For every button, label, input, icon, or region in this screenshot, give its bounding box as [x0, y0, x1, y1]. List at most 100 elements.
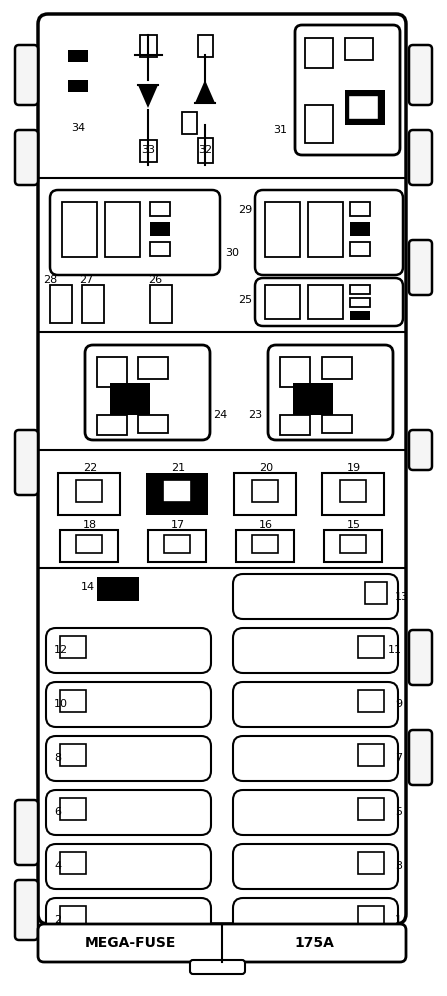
Bar: [97, 357, 127, 387]
Bar: [265, 285, 300, 319]
Bar: [148, 530, 206, 562]
Text: 14: 14: [81, 582, 95, 592]
Bar: [322, 473, 384, 515]
Bar: [150, 202, 170, 216]
FancyBboxPatch shape: [233, 574, 398, 619]
Bar: [182, 112, 197, 134]
Bar: [58, 473, 120, 515]
FancyBboxPatch shape: [409, 130, 432, 185]
Text: 1: 1: [395, 915, 402, 925]
Text: 175A: 175A: [294, 936, 334, 950]
Bar: [62, 202, 97, 257]
FancyBboxPatch shape: [15, 430, 38, 495]
FancyBboxPatch shape: [38, 924, 406, 962]
Bar: [236, 530, 294, 562]
Bar: [348, 95, 378, 119]
Bar: [365, 582, 387, 604]
Bar: [97, 577, 139, 601]
FancyBboxPatch shape: [233, 898, 398, 943]
Bar: [350, 202, 370, 216]
FancyBboxPatch shape: [46, 844, 211, 889]
Bar: [305, 105, 333, 143]
Text: 19: 19: [347, 463, 361, 473]
Text: 3: 3: [395, 861, 402, 871]
Text: 16: 16: [259, 520, 273, 530]
Bar: [60, 690, 86, 712]
Bar: [358, 906, 384, 928]
Bar: [358, 798, 384, 820]
Bar: [350, 311, 370, 320]
FancyBboxPatch shape: [38, 14, 406, 924]
Text: 15: 15: [347, 520, 361, 530]
FancyBboxPatch shape: [409, 430, 432, 470]
FancyBboxPatch shape: [15, 800, 38, 865]
Bar: [305, 38, 333, 68]
FancyBboxPatch shape: [233, 790, 398, 835]
Bar: [60, 906, 86, 928]
Bar: [350, 222, 370, 236]
FancyBboxPatch shape: [46, 682, 211, 727]
Bar: [358, 744, 384, 766]
Text: 25: 25: [238, 295, 252, 305]
Bar: [76, 480, 102, 502]
Bar: [60, 744, 86, 766]
Bar: [60, 636, 86, 658]
FancyBboxPatch shape: [409, 240, 432, 295]
Bar: [358, 852, 384, 874]
Text: 22: 22: [83, 463, 97, 473]
Bar: [138, 415, 168, 433]
Bar: [293, 383, 333, 415]
FancyBboxPatch shape: [46, 790, 211, 835]
Text: 17: 17: [171, 520, 185, 530]
Text: 18: 18: [83, 520, 97, 530]
Bar: [164, 535, 190, 553]
FancyBboxPatch shape: [15, 45, 38, 105]
FancyBboxPatch shape: [233, 736, 398, 781]
Text: 28: 28: [43, 275, 57, 285]
Bar: [252, 535, 278, 553]
FancyBboxPatch shape: [409, 630, 432, 685]
FancyBboxPatch shape: [233, 628, 398, 673]
Text: 8: 8: [54, 753, 61, 763]
Bar: [350, 298, 370, 307]
Text: 9: 9: [395, 699, 402, 709]
Text: 33: 33: [141, 145, 155, 155]
FancyBboxPatch shape: [15, 130, 38, 185]
Bar: [150, 285, 172, 323]
Text: 27: 27: [79, 275, 93, 285]
Bar: [82, 285, 104, 323]
Text: 30: 30: [225, 248, 239, 258]
Text: 5: 5: [395, 807, 402, 817]
Text: 6: 6: [54, 807, 61, 817]
Text: Fuse-Box.info: Fuse-Box.info: [249, 816, 371, 865]
Text: 11: 11: [388, 645, 402, 655]
Text: 13: 13: [395, 592, 409, 602]
Polygon shape: [138, 85, 158, 108]
Bar: [68, 50, 88, 62]
Text: 21: 21: [171, 463, 185, 473]
Bar: [60, 852, 86, 874]
FancyBboxPatch shape: [46, 736, 211, 781]
Text: 31: 31: [273, 125, 287, 135]
FancyBboxPatch shape: [233, 682, 398, 727]
Bar: [280, 415, 310, 435]
Bar: [350, 285, 370, 294]
Bar: [68, 80, 88, 92]
Bar: [324, 530, 382, 562]
Bar: [308, 202, 343, 257]
Bar: [76, 535, 102, 553]
Bar: [308, 285, 343, 319]
Text: 7: 7: [395, 753, 402, 763]
Text: MEGA-FUSE: MEGA-FUSE: [84, 936, 176, 950]
Text: 2: 2: [54, 915, 61, 925]
Bar: [60, 530, 118, 562]
Bar: [340, 480, 366, 502]
Bar: [340, 535, 366, 553]
Text: 20: 20: [259, 463, 273, 473]
Bar: [350, 242, 370, 256]
Text: 10: 10: [54, 699, 68, 709]
Bar: [345, 38, 373, 60]
FancyBboxPatch shape: [255, 278, 403, 326]
FancyBboxPatch shape: [255, 190, 403, 275]
FancyBboxPatch shape: [409, 730, 432, 785]
